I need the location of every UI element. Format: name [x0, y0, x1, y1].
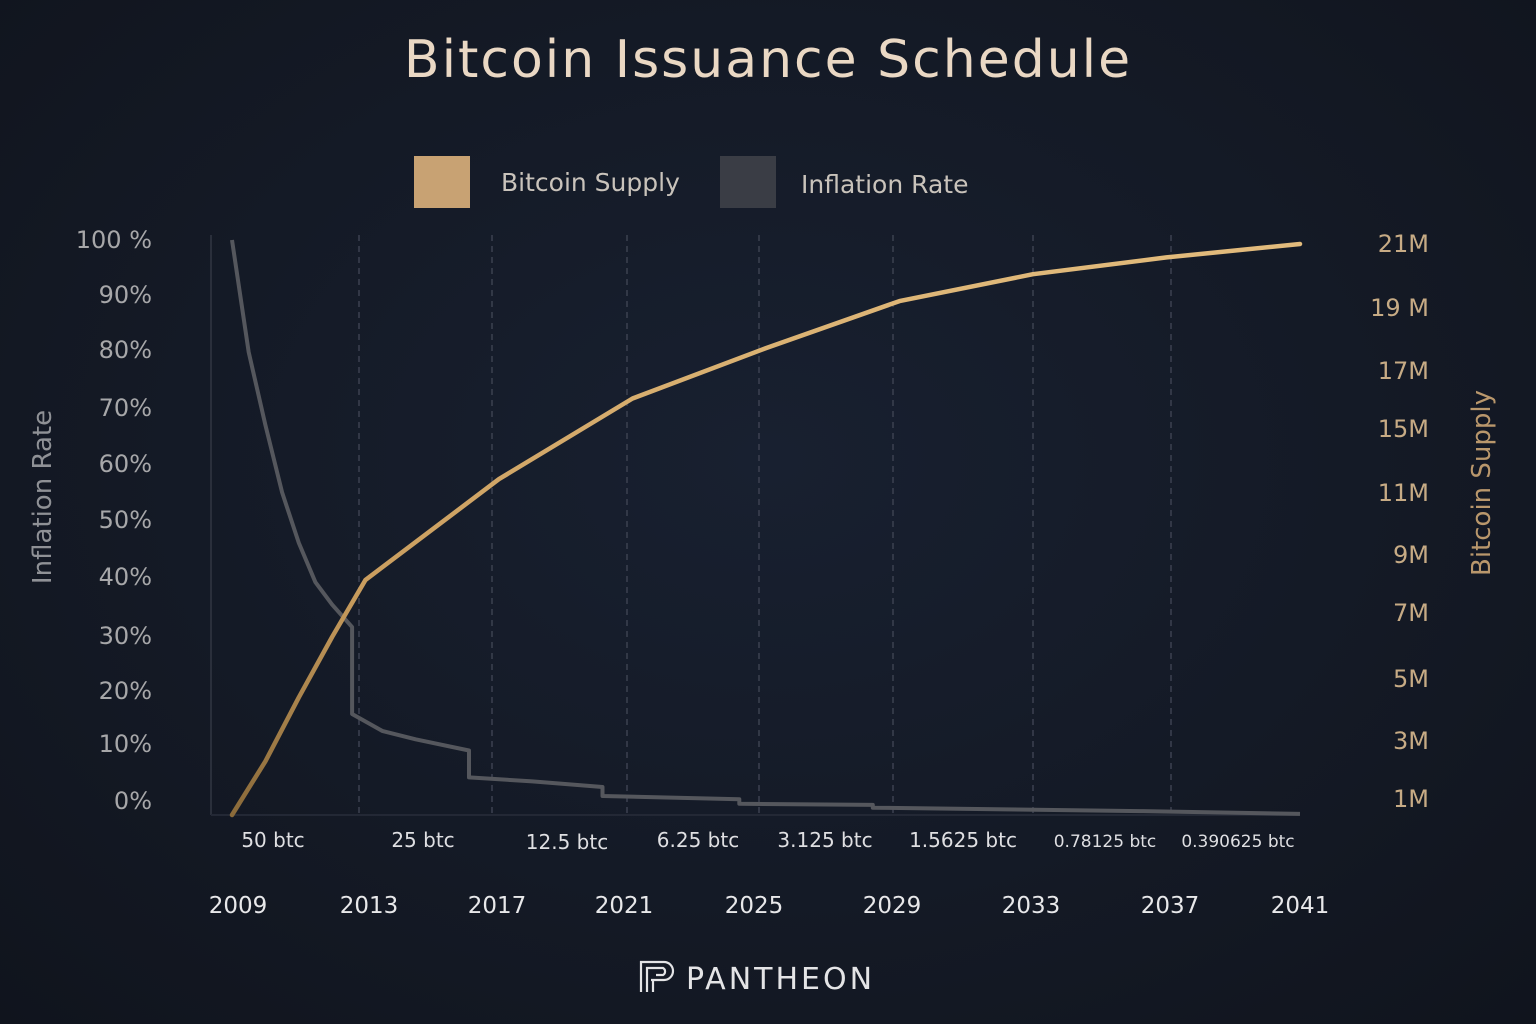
left-axis-label: Inflation Rate — [28, 410, 58, 584]
right-tick-label: 9M — [1393, 541, 1429, 569]
block-reward-label: 6.25 btc — [657, 828, 739, 852]
legend-swatch-supply — [414, 156, 470, 208]
right-tick-label: 7M — [1393, 599, 1429, 627]
right-tick-label: 5M — [1393, 665, 1429, 693]
bitcoin-supply-line — [229, 241, 1303, 818]
block-reward-label: 0.78125 btc — [1054, 832, 1157, 852]
right-tick-label: 1M — [1393, 785, 1429, 813]
left-tick-label: 70% — [99, 394, 152, 422]
right-axis-ticks: 1M 3M 5M 7M 9M 11M 15M 17M 19 M 21M — [1370, 230, 1429, 813]
legend-label-supply: Bitcoin Supply — [501, 168, 680, 197]
block-reward-label: 0.390625 btc — [1181, 832, 1294, 852]
right-tick-label: 15M — [1378, 415, 1429, 443]
left-tick-label: 60% — [99, 450, 152, 478]
x-tick-label: 2017 — [468, 893, 527, 919]
block-reward-label: 1.5625 btc — [909, 828, 1017, 852]
x-tick-label: 2037 — [1141, 893, 1200, 919]
x-tick-label: 2041 — [1271, 893, 1330, 919]
pantheon-logo: PANTHEON — [639, 960, 875, 997]
right-axis-label: Bitcoin Supply — [1467, 390, 1497, 576]
x-tick-label: 2021 — [595, 893, 654, 919]
x-tick-label: 2009 — [209, 893, 268, 919]
left-tick-label: 10% — [99, 730, 152, 758]
block-reward-label: 3.125 btc — [777, 828, 872, 852]
x-tick-label: 2013 — [340, 893, 399, 919]
left-tick-label: 90% — [99, 281, 152, 309]
x-tick-label: 2025 — [725, 893, 784, 919]
halving-gridlines — [358, 235, 1172, 815]
block-reward-labels: 50 btc 25 btc 12.5 btc 6.25 btc 3.125 btc 1.5… — [241, 828, 1294, 854]
legend-swatch-inflation — [720, 156, 776, 208]
left-tick-label: 40% — [99, 563, 152, 591]
left-tick-label: 80% — [99, 336, 152, 364]
right-tick-label: 11M — [1378, 479, 1429, 507]
pantheon-wordmark: PANTHEON — [686, 962, 875, 997]
left-tick-label: 100 % — [76, 226, 152, 254]
block-reward-label: 25 btc — [391, 828, 454, 852]
left-tick-label: 20% — [99, 677, 152, 705]
right-tick-label: 17M — [1378, 357, 1429, 385]
left-tick-label: 30% — [99, 622, 152, 650]
right-tick-label: 19 M — [1370, 294, 1429, 322]
legend-label-inflation: Inflation Rate — [801, 170, 968, 199]
x-tick-label: 2033 — [1002, 893, 1061, 919]
left-tick-label: 50% — [99, 506, 152, 534]
block-reward-label: 50 btc — [241, 828, 304, 852]
x-tick-label: 2029 — [863, 893, 922, 919]
right-tick-label: 3M — [1393, 727, 1429, 755]
left-tick-label: 0% — [114, 787, 152, 815]
right-tick-label: 21M — [1378, 230, 1429, 258]
block-reward-label: 12.5 btc — [526, 830, 608, 854]
x-axis-ticks: 2009 2013 2017 2021 2025 2029 2033 2037 2041 — [209, 893, 1330, 919]
left-axis-ticks: 0% 10% 20% 30% 40% 50% 60% 70% 80% 90% 100 % — [76, 226, 152, 815]
inflation-rate-line — [230, 239, 1301, 816]
legend: Bitcoin Supply Inflation Rate — [414, 156, 968, 208]
chart-title: Bitcoin Issuance Schedule — [404, 30, 1132, 90]
pantheon-logo-icon — [639, 960, 675, 992]
